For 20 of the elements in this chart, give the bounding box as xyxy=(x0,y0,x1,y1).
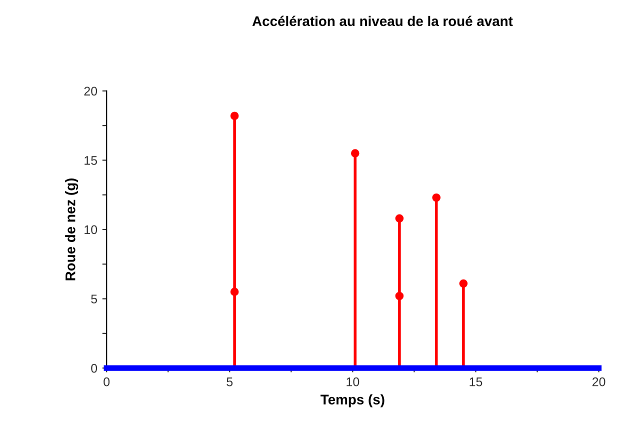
y-tick-label: 15 xyxy=(84,156,98,165)
y-tick-label: 10 xyxy=(84,225,98,234)
point xyxy=(432,193,441,202)
point xyxy=(350,149,360,158)
point xyxy=(395,292,404,300)
x-tick-label: 10 xyxy=(346,377,360,386)
y-tick-label: 20 xyxy=(84,86,98,96)
x-axis-title: Temps (s) xyxy=(320,394,384,408)
y-axis-title: Roue de nez (g) xyxy=(65,178,78,280)
chart-title: Accélération au niveau de la roué avant xyxy=(252,16,513,26)
x-tick-label: 0 xyxy=(104,377,110,386)
y-tick-label: 0 xyxy=(91,364,98,373)
point xyxy=(230,288,239,296)
y-tick-label: 5 xyxy=(91,294,98,304)
point xyxy=(395,214,404,223)
x-tick-label: 20 xyxy=(592,377,606,386)
point xyxy=(230,112,239,120)
x-tick-label: 5 xyxy=(226,378,233,386)
x-tick-label: 15 xyxy=(470,378,482,386)
point xyxy=(459,279,468,288)
